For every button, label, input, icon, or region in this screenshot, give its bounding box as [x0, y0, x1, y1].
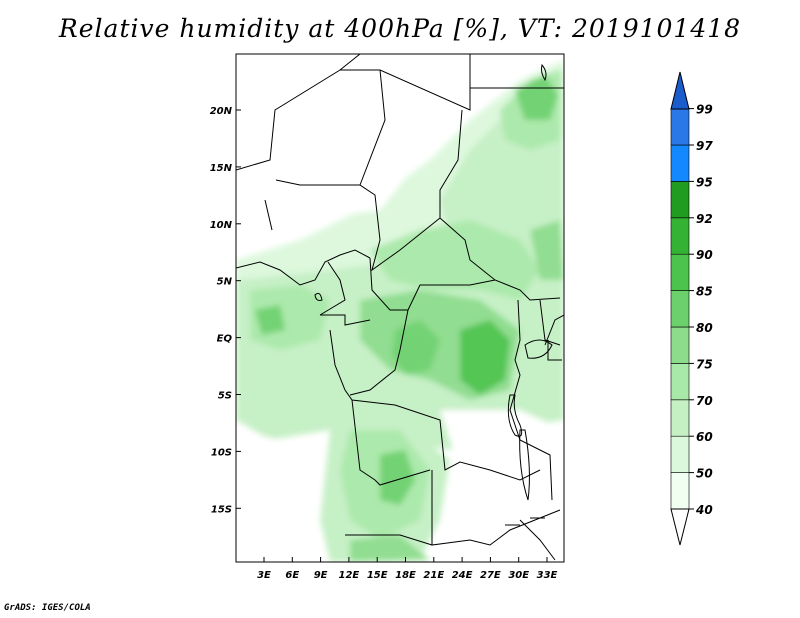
- lat-tick-label: 10S: [211, 447, 232, 458]
- colorbar-label: 90: [696, 248, 713, 262]
- lat-tick-label: EQ: [217, 334, 233, 345]
- colorbar-bottom-arrow: [670, 508, 690, 546]
- map-title: Relative humidity at 400hPa [%], VT: 201…: [58, 14, 742, 43]
- lat-tick-label: 20N: [210, 106, 233, 117]
- colorbar-box: [670, 144, 690, 182]
- colorbar-label: 50: [696, 467, 713, 481]
- latitude-axis: 20N 15N 10N 5N EQ 5S 10S 15S: [210, 106, 241, 515]
- lon-tick-label: 3E: [257, 570, 271, 581]
- colorbar-box: [670, 399, 690, 437]
- lon-tick-label: 21E: [423, 570, 444, 581]
- colorbar-label: 99: [696, 103, 713, 117]
- lon-tick-label: 33E: [537, 570, 558, 581]
- colorbar-box: [670, 435, 690, 473]
- colorbar-box: [670, 363, 690, 401]
- lat-tick-label: 5N: [217, 277, 233, 288]
- colorbar-label: 95: [696, 175, 713, 189]
- lat-tick-label: 15N: [210, 163, 233, 174]
- colorbar-box: [670, 217, 690, 255]
- colorbar-box: [670, 181, 690, 219]
- colorbar-label: 40: [695, 503, 713, 517]
- lon-tick-label: 30E: [508, 570, 529, 581]
- colorbar-label: 92: [696, 212, 713, 226]
- map-frame: [235, 53, 565, 563]
- footer-credit: GrADS: IGES/COLA: [4, 603, 91, 613]
- colorbar-top-arrow: [670, 71, 690, 110]
- country-borders: [236, 54, 564, 561]
- colorbar-label: 97: [696, 139, 713, 153]
- colorbar-box: [670, 108, 690, 146]
- lon-tick-label: 15E: [367, 570, 388, 581]
- lon-tick-label: 12E: [339, 570, 360, 581]
- colorbar-box: [670, 290, 690, 328]
- longitude-axis: 3E 6E 9E 12E 15E 18E 21E 24E 27E 30E 33E: [257, 557, 558, 581]
- lat-tick-label: 5S: [218, 391, 232, 402]
- colorbar-box: [670, 326, 690, 364]
- lon-tick-label: 27E: [480, 570, 501, 581]
- colorbar-box: [670, 253, 690, 291]
- colorbar-label: 70: [696, 394, 713, 408]
- humidity-field: [236, 54, 564, 562]
- lon-tick-label: 18E: [395, 570, 416, 581]
- colorbar-label: 85: [696, 285, 713, 299]
- lat-tick-label: 10N: [210, 220, 233, 231]
- lon-tick-label: 24E: [452, 570, 473, 581]
- lon-tick-label: 9E: [314, 570, 328, 581]
- lon-tick-label: 6E: [285, 570, 299, 581]
- colorbar-label: 60: [696, 430, 713, 444]
- colorbar-label: 80: [696, 321, 713, 335]
- colorbar-box: [670, 472, 690, 510]
- colorbar-label: 75: [696, 357, 713, 371]
- lat-tick-label: 15S: [211, 504, 232, 515]
